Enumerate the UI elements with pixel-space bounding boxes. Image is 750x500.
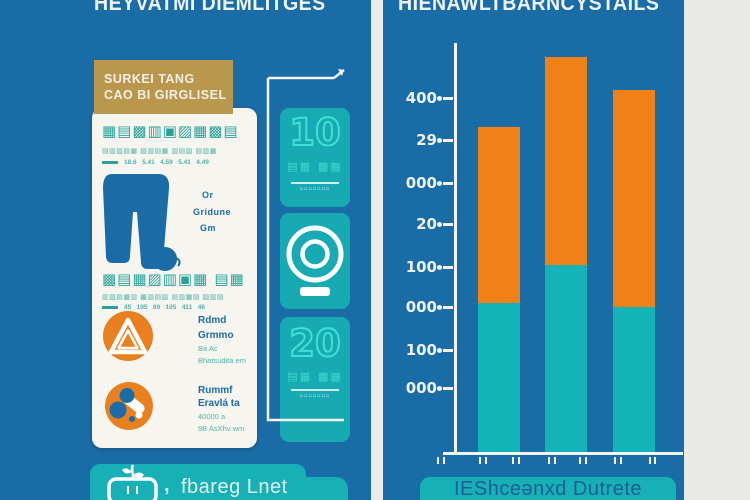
y-tick-dot [437,95,442,101]
x-tick [518,457,520,464]
x-tick [649,457,651,464]
section2-subheading: ▥▨▤▦▥ ▦▥▤▨ ▤▥▦▤ ▨▥▤ [102,293,224,301]
webcam-icon [286,225,344,296]
item2-title: Rummf [198,385,233,396]
stat-sub-20: ▫▫▫▫▫▫▫ [299,393,331,399]
x-tick [579,457,581,464]
right-panel-title: HIENAWLTBARNCYSTAILS [398,0,660,15]
stat-label-20: ▤▦ ▩▦ [287,370,343,383]
bar-bar2-lower-segment [545,265,587,452]
right-gray-margin [684,0,750,500]
y-tick-dash [443,266,453,269]
x-tick [512,457,514,464]
info-card: ▦▤▩▥▣▨▦▩▤ ▤▥▨▤▦ ▨▥▤▦ ▥▤▨ ▤▥▦ 18.6 5.41 4… [92,108,257,448]
stat-divider [291,182,339,184]
section2-heading: ▩▤▦▨▥▣▦ ▤▦ [102,270,245,288]
section1-stats: 18.6 5.41 4.59 5.41 4.49 [124,159,209,166]
molecule-icon [105,382,153,430]
y-tick-label: 29 [416,131,437,149]
stat-sub-10: ▫▫▫▫▫▫▫ [299,186,331,192]
y-tick-dash [443,97,453,100]
x-tick [437,457,439,464]
x-tick [585,457,587,464]
y-tick-label: 100 [405,258,437,276]
item1-subtitle: Grmmo [198,330,234,341]
y-tick-label: 20 [416,215,437,233]
left-panel-title: HEYVATMI DIEMLITGES [94,0,326,15]
section2-stats: 45 195 69 105 411 46 [124,304,205,311]
x-tick [443,457,445,464]
y-tick-dot [437,347,442,353]
bar-bar1-upper-segment [478,127,520,303]
stat-value-20: 20 [288,322,342,365]
figure-caption-1: Or [202,190,214,200]
item2-detail2: 9B AsXhv wm [198,424,245,433]
left-footer-label: fbareg Lnet [181,476,288,498]
y-tick-dot [437,221,442,227]
y-tick-dash [443,349,453,352]
gold-banner: SURKEI TANG CAO BI GIRGLISEL [94,60,233,114]
section1-stats-row: 18.6 5.41 4.59 5.41 4.49 [102,159,209,166]
banner-line1: SURKEI TANG [104,72,195,86]
dash-icon [102,161,118,164]
x-tick [620,457,622,464]
y-tick-label: 000 [405,379,437,397]
panel-divider [371,0,383,500]
y-tick-dash [443,223,453,226]
x-tick [654,457,656,464]
section1-subheading: ▤▥▨▤▦ ▨▥▤▦ ▥▤▨ ▤▥▦ [102,147,217,155]
y-tick-dot [437,385,442,391]
section2-stats-row: 45 195 69 105 411 46 [102,304,205,311]
y-tick-label: 400 [405,89,437,107]
bar-bar2-upper-segment [545,57,587,265]
y-tick-label: 100 [405,341,437,359]
stat-divider [291,389,339,391]
y-tick-label: 000 [405,174,437,192]
y-tick-dot [437,137,442,143]
trousers-silhouette-icon [103,174,181,271]
figure-caption-3: Gm [200,223,217,233]
item1-title: Rdmd [198,315,227,326]
bar-bar3-upper-segment [613,90,655,307]
x-axis-line [443,452,683,455]
y-tick-dash [443,306,453,309]
figure-caption-2: Gridune [193,207,232,217]
item2-detail1: 40000 a [198,412,226,421]
section1-heading: ▦▤▩▥▣▨▦▩▤ [102,122,239,140]
right-footer-label: IEShceǝnxd Dutrete [454,478,642,500]
bar-bar1-lower-segment [478,303,520,452]
y-axis-line [454,43,457,453]
banner-line2: CAO BI GIRGLISEL [104,88,227,102]
x-tick [554,457,556,464]
warning-triangle-icon [103,311,153,361]
bar-bar3-lower-segment [613,307,655,452]
y-tick-dot [437,304,442,310]
plant-icon [107,464,158,500]
y-tick-dash [443,387,453,390]
stat-card-10: 10 ▤▦ ▩▦ ▫▫▫▫▫▫▫ [280,108,350,207]
stat-label-10: ▤▦ ▩▦ [287,160,343,173]
stat-value-10: 10 [288,111,342,154]
dash-icon [102,306,118,309]
bracket-arrow-outline [266,69,345,422]
right-footer-bar [420,477,676,500]
y-tick-label: 000 [405,298,437,316]
x-tick [479,457,481,464]
item2-subtitle: Eravlá ta [198,398,240,409]
y-tick-dash [443,139,453,142]
x-tick [485,457,487,464]
y-tick-dot [437,264,442,270]
y-tick-dot [437,180,442,186]
y-tick-dash [443,182,453,185]
x-tick [614,457,616,464]
webcam-card [280,213,350,309]
footer-separator: , [164,474,171,496]
item1-detail1: Ba Ac [198,344,218,353]
x-tick [548,457,550,464]
item1-detail2: Bhatsudita em [198,356,246,365]
